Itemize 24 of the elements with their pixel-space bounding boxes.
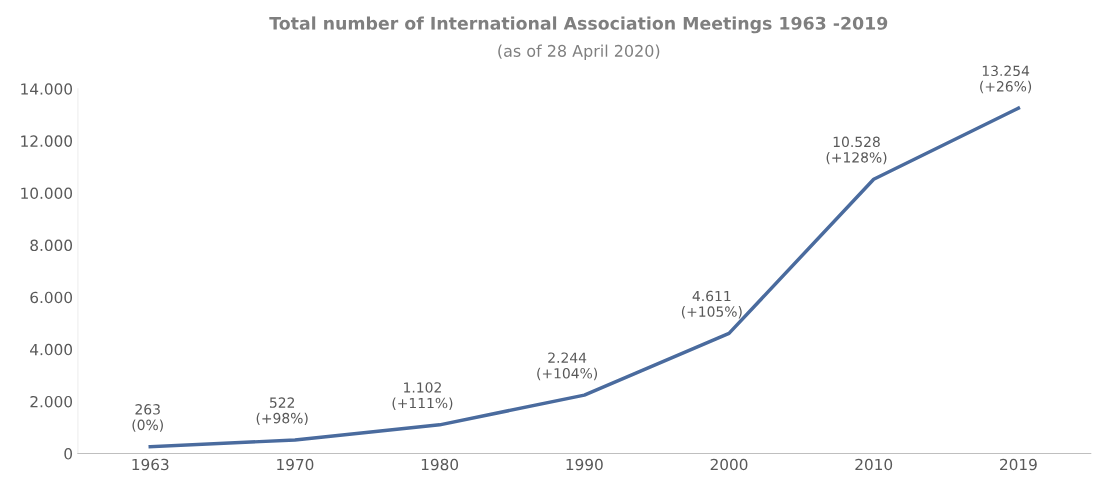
x-tick-label: 1990 [566,458,603,471]
y-tick-label: 8.000 [30,239,73,252]
y-tick-label: 2.000 [30,395,73,408]
data-label: 13.254 (+26%) [980,65,1032,94]
x-tick-label: 1970 [277,458,314,471]
y-tick-label: 0 [64,448,73,460]
y-tick-label: 14.000 [21,83,73,95]
x-tick-label: 2010 [855,458,893,471]
data-label: 10.528 (+128%) [826,136,887,165]
y-tick-label: 4.000 [30,343,73,356]
data-label: 2.244 (+104%) [537,352,598,381]
data-label: 263 (0%) [132,404,163,432]
y-tick-label: 10.000 [21,187,73,199]
data-label: 522 (+98%) [256,397,308,426]
data-label: 1.102 (+111%) [392,382,453,410]
x-tick-label: 1963 [132,458,169,471]
y-tick-label: 6.000 [30,291,73,304]
x-tick-label: 2019 [1000,458,1037,471]
x-tick-label: 2000 [710,458,748,471]
x-tick-label: 1980 [421,458,459,471]
chart-title: Total number of International Association Meetings 1963 -2019 [269,16,888,34]
data-label: 4.611 (+105%) [681,290,742,319]
y-tick-label: 12.000 [21,135,73,147]
chart-subtitle: (as of 28 April 2020) [498,44,660,61]
